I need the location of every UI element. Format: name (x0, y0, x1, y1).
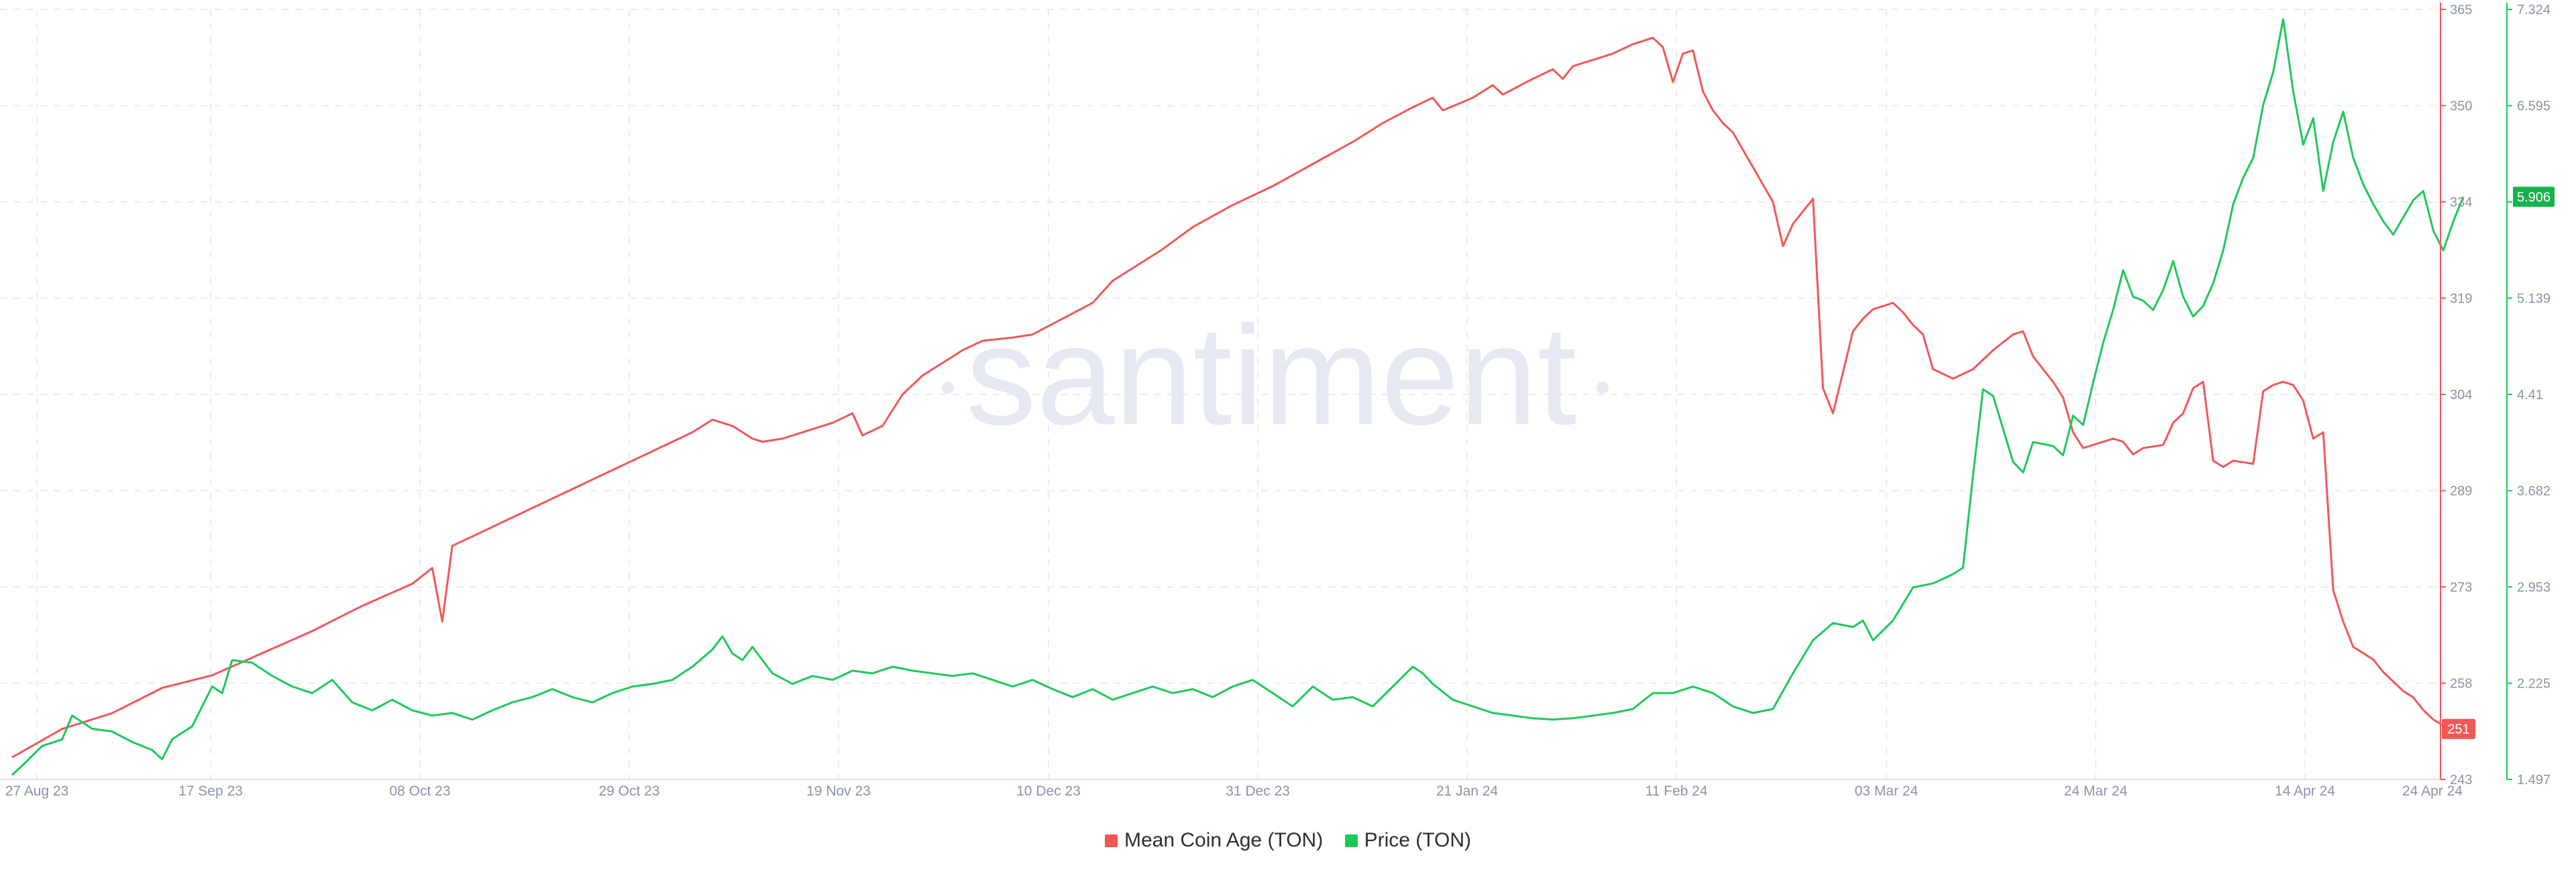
right-tick-label: 2.953 (2517, 580, 2551, 595)
legend-swatch-red (1104, 834, 1118, 847)
watermark-dot-right (1597, 382, 1609, 394)
right-tick-label: 7.324 (2517, 3, 2551, 17)
badge-price: 5.906 (2517, 190, 2551, 205)
legend-item-price[interactable]: Price (TON) (1344, 829, 1472, 852)
right-tick-label: 3.682 (2517, 484, 2551, 499)
watermark-dot-left (942, 382, 954, 394)
x-tick-label: 29 Oct 23 (598, 783, 659, 799)
badge-mean-coin-age-bg (2442, 718, 2475, 739)
x-tick-label: 31 Dec 23 (1226, 783, 1290, 799)
left-tick-label: 243 (2450, 773, 2472, 787)
left-tick-label: 365 (2450, 3, 2472, 17)
x-tick-label: 19 Nov 23 (806, 783, 871, 799)
left-tick-label: 258 (2450, 677, 2472, 692)
series-line-mean-coin-age (11, 36, 2464, 759)
left-tick-label: 273 (2450, 580, 2472, 595)
x-tick-label: 17 Sep 23 (178, 783, 243, 799)
right-tick-label: 2.225 (2517, 677, 2551, 692)
x-axis-ticks: 27 Aug 23 17 Sep 23 08 Oct 23 29 Oct 23 19 N… (5, 783, 2463, 799)
legend: Mean Coin Age (TON) Price (TON) (0, 829, 2576, 853)
x-tick-label: 11 Feb 24 (1645, 783, 1707, 799)
right-tick-label: 6.595 (2517, 99, 2551, 114)
x-tick-label: 03 Mar 24 (1855, 783, 1919, 799)
right-tick-label: 1.497 (2517, 773, 2551, 787)
x-tick-label: 10 Dec 23 (1016, 783, 1081, 799)
badge-price-bg (2513, 186, 2555, 207)
x-tick-label: 27 Aug 23 (5, 783, 69, 799)
axes-layer (0, 3, 2512, 780)
legend-label-mean-coin-age: Mean Coin Age (TON) (1124, 829, 1324, 851)
legend-swatch-green (1344, 834, 1358, 847)
left-axis-ticks: 365 350 334 319 304 289 273 258 243 (2450, 3, 2472, 787)
legend-item-mean-coin-age[interactable]: Mean Coin Age (TON) (1104, 829, 1324, 852)
left-tick-label: 319 (2450, 292, 2472, 307)
x-tick-label: 24 Apr 24 (2402, 783, 2463, 799)
right-axis-ticks: 7.324 6.595 5.906 5.139 4.41 3.682 2.953 2.225 1… (2517, 3, 2551, 787)
x-tick-label: 08 Oct 23 (389, 783, 450, 799)
watermark: santiment (966, 296, 1576, 454)
x-tick-label: 24 Mar 24 (2064, 783, 2128, 799)
value-badges: 251 5.906 (2442, 186, 2555, 739)
legend-label-price: Price (TON) (1364, 829, 1472, 851)
left-tick-label: 289 (2450, 484, 2472, 499)
x-tick-label: 21 Jan 24 (1436, 783, 1499, 799)
right-tick-label: 4.41 (2517, 388, 2543, 402)
left-tick-label: 350 (2450, 99, 2472, 114)
right-tick-label: 5.139 (2517, 292, 2551, 307)
series-line-price (11, 18, 2465, 776)
badge-mean-coin-age: 251 (2447, 722, 2469, 737)
x-tick-label: 14 Apr 24 (2275, 783, 2335, 799)
series-layer (11, 18, 2465, 776)
left-tick-label: 304 (2450, 388, 2472, 402)
left-tick-label: 334 (2450, 195, 2472, 210)
